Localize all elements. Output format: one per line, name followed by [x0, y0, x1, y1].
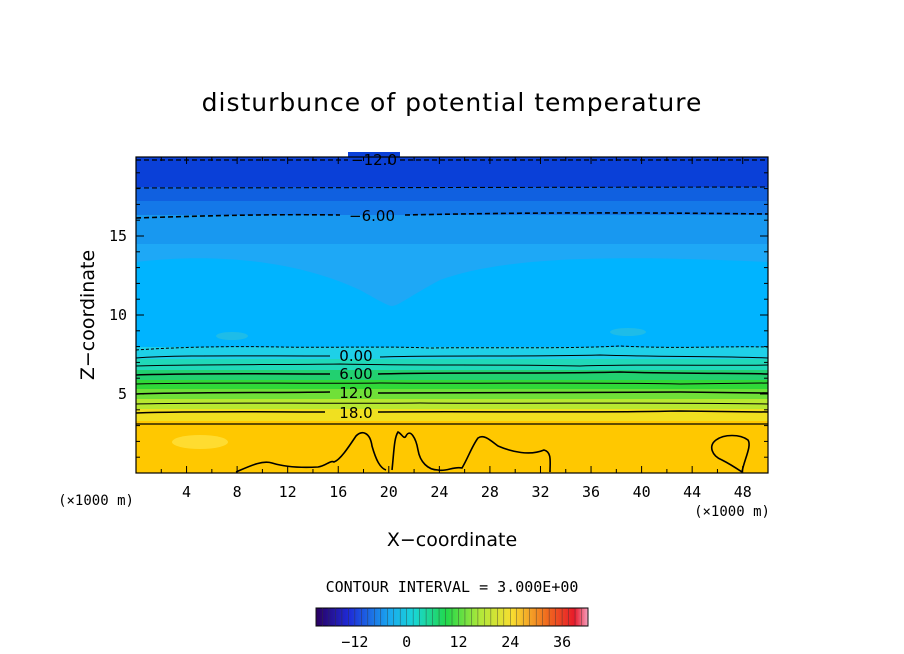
contour-interval-text: CONTOUR INTERVAL = 3.000E+00 [326, 578, 579, 596]
x-tick-label: 40 [633, 483, 651, 501]
contour-label-6: 6.00 [339, 365, 372, 383]
contour-lines [136, 159, 768, 473]
x-axis-ticks: 4 8 12 16 20 24 28 32 36 40 44 48 [160, 157, 752, 501]
colorbar-tick-label: 12 [449, 633, 467, 651]
contour-labels: −12.0 −6.00 0.00 6.00 12.0 18.0 [339, 151, 400, 422]
x-tick-label: 48 [734, 483, 752, 501]
contour-minus3 [136, 345, 768, 351]
x-axis-label: X−coordinate [387, 529, 517, 551]
contour-9 [136, 382, 768, 385]
x-tick-label: 16 [329, 483, 347, 501]
band-18 [136, 408, 768, 421]
band-minus5 [136, 214, 768, 244]
warm-patch [172, 435, 228, 449]
y-axis-label: Z−coordinate [77, 250, 99, 380]
contour-label-minus6: −6.00 [349, 207, 395, 225]
band-minus4-dip [136, 240, 768, 306]
contour-label-12: 12.0 [339, 384, 372, 402]
contour-label-minus12: −12.0 [351, 151, 397, 169]
x-tick-label: 28 [481, 483, 499, 501]
contour-0 [136, 354, 768, 359]
contour-24 [235, 432, 387, 473]
contour-24b [391, 430, 552, 473]
y-tick-label: 15 [109, 227, 127, 245]
x-tick-label: 44 [683, 483, 701, 501]
x-tick-label: 24 [430, 483, 448, 501]
cool-patch [216, 332, 248, 340]
band-minus9 [136, 186, 768, 201]
x-tick-label: 8 [233, 483, 242, 501]
contour-3 [136, 363, 768, 367]
band-6 [136, 369, 768, 380]
chart-title: disturbunce of potential temperature [202, 88, 703, 117]
band-warm [136, 420, 768, 473]
band-minus7 [136, 200, 768, 215]
colorbar-tick-label: 24 [501, 633, 519, 651]
x-tick-label: 20 [380, 483, 398, 501]
y-axis-ticks: 5 10 15 [109, 172, 768, 458]
contour-minus6 [136, 212, 768, 219]
x-unit-left: (×1000 m) [58, 493, 134, 509]
x-unit-right: (×1000 m) [694, 504, 770, 520]
cool-patch-2 [610, 328, 646, 336]
contour-12 [136, 391, 768, 395]
x-tick-label: 32 [531, 483, 549, 501]
contour-6 [136, 371, 768, 376]
y-tick-label: 5 [118, 385, 127, 403]
contour-label-0: 0.00 [339, 347, 372, 365]
band-3 [136, 358, 768, 370]
x-tick-label: 12 [279, 483, 297, 501]
contour-label-18: 18.0 [339, 404, 372, 422]
x-tick-label: 4 [182, 483, 191, 501]
colorbar-ticks: −12 0 12 24 36 [315, 608, 589, 651]
contour-minus9 [136, 186, 768, 189]
colorbar-tick-label: 36 [553, 633, 571, 651]
contour-fill [136, 157, 768, 473]
colorbar-tick-label: −12 [341, 633, 368, 651]
contour-24c [710, 434, 750, 473]
y-tick-label: 10 [109, 306, 127, 324]
x-tick-label: 36 [582, 483, 600, 501]
band-9 [136, 379, 768, 389]
colorbar-tick-label: 0 [402, 633, 411, 651]
band-minus11 [136, 157, 768, 187]
contour-18 [136, 410, 768, 414]
contour-15 [136, 402, 768, 405]
